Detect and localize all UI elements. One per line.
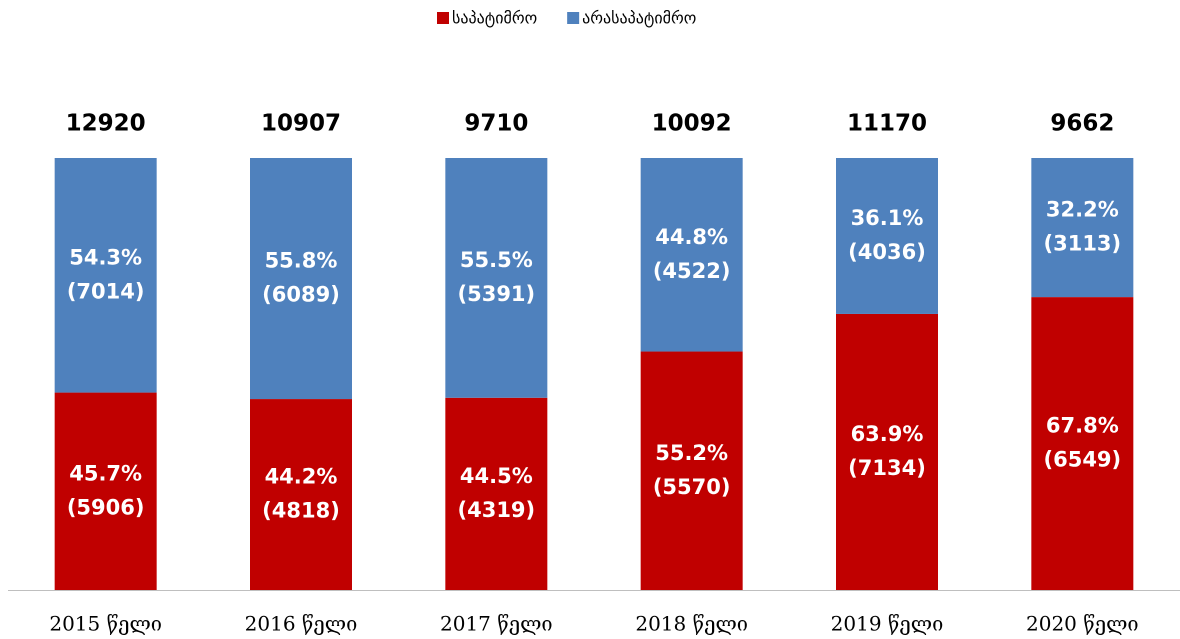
x-tick-label: 2019 წელი bbox=[831, 612, 944, 636]
bar-segment bbox=[54, 158, 157, 393]
x-tick-label: 2018 წელი bbox=[635, 612, 748, 636]
total-label: 10092 bbox=[652, 111, 732, 137]
bar-segment bbox=[250, 158, 352, 400]
count-label: (3113) bbox=[1044, 232, 1122, 256]
value-label: 63.9% bbox=[851, 422, 924, 446]
count-label: (7014) bbox=[67, 279, 145, 303]
bar-segment bbox=[836, 313, 938, 590]
total-label: 12920 bbox=[66, 111, 146, 137]
value-label: 67.8% bbox=[1046, 414, 1119, 438]
count-label: (6549) bbox=[1044, 448, 1122, 472]
value-label: 54.3% bbox=[69, 245, 142, 269]
total-label: 11170 bbox=[847, 111, 927, 137]
x-tick-label: 2020 წელი bbox=[1026, 612, 1139, 636]
count-label: (4818) bbox=[262, 499, 340, 523]
count-label: (5570) bbox=[653, 475, 731, 499]
x-tick-label: 2015 წელი bbox=[49, 612, 162, 636]
bar-segment bbox=[445, 397, 548, 590]
legend-swatch bbox=[437, 12, 449, 24]
value-label: 44.8% bbox=[655, 225, 728, 249]
bar-segment bbox=[1031, 297, 1134, 590]
count-label: (7134) bbox=[848, 456, 926, 480]
bar-segment bbox=[640, 351, 743, 590]
value-label: 32.2% bbox=[1046, 198, 1119, 222]
value-label: 44.5% bbox=[460, 464, 533, 488]
count-label: (5391) bbox=[458, 282, 536, 306]
value-label: 45.7% bbox=[69, 461, 142, 485]
value-label: 44.2% bbox=[265, 465, 338, 489]
x-tick-label: 2016 წელი bbox=[245, 612, 358, 636]
count-label: (6089) bbox=[262, 283, 340, 307]
total-label: 9662 bbox=[1050, 111, 1114, 137]
legend-label: არასაპატიმრო bbox=[582, 9, 696, 28]
count-label: (5906) bbox=[67, 495, 145, 519]
bar-segment bbox=[836, 158, 938, 314]
bar-segment bbox=[445, 158, 548, 398]
count-label: (4522) bbox=[653, 259, 731, 283]
total-label: 9710 bbox=[464, 111, 528, 137]
value-label: 55.5% bbox=[460, 248, 533, 272]
value-label: 55.2% bbox=[655, 441, 728, 465]
value-label: 36.1% bbox=[851, 206, 924, 230]
legend-label: საპატიმრო bbox=[452, 9, 537, 28]
bar-segment bbox=[1031, 158, 1134, 298]
value-label: 55.8% bbox=[265, 249, 338, 273]
count-label: (4319) bbox=[458, 498, 536, 522]
x-tick-label: 2017 წელი bbox=[440, 612, 553, 636]
count-label: (4036) bbox=[848, 240, 926, 264]
bar-segment bbox=[640, 158, 743, 352]
legend-swatch bbox=[567, 12, 580, 24]
bar-segment bbox=[54, 392, 157, 590]
total-label: 10907 bbox=[261, 111, 341, 137]
bar-segment bbox=[250, 399, 352, 590]
